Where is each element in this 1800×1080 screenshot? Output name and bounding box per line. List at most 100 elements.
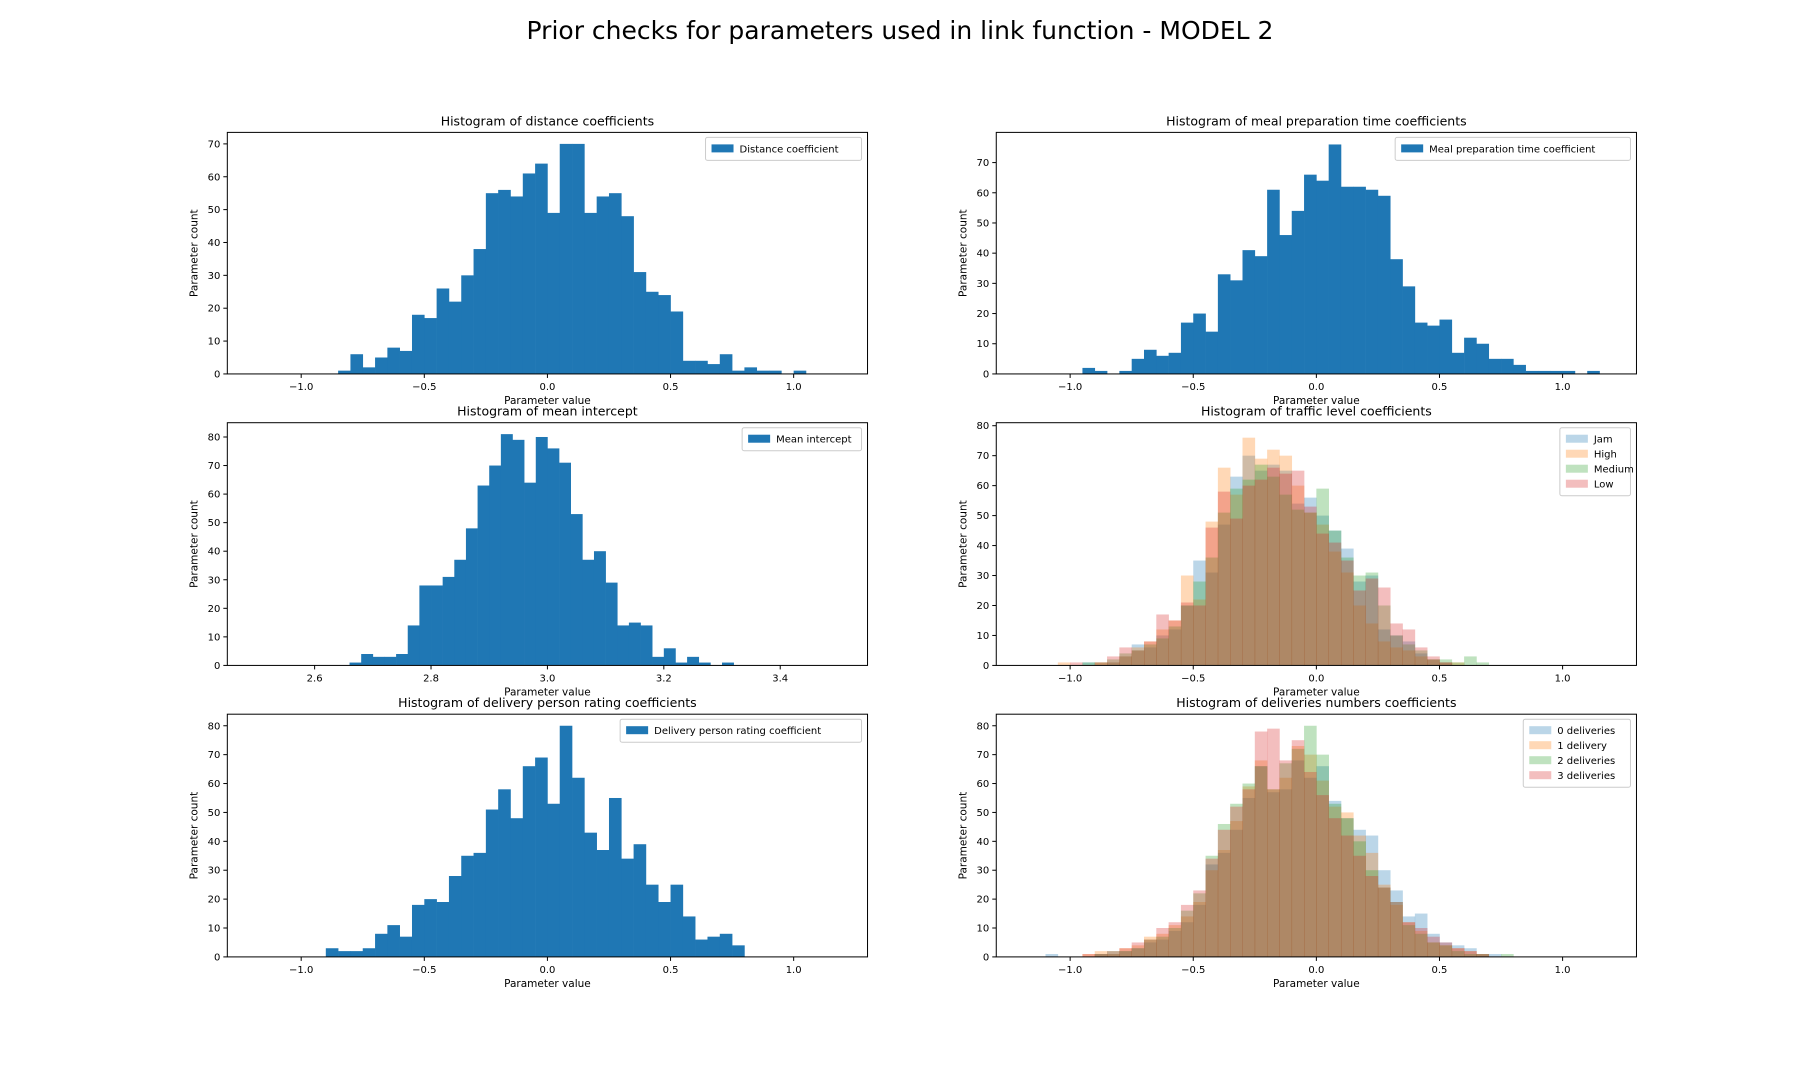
histogram-bar [1402, 650, 1416, 666]
histogram-bar [1476, 662, 1490, 666]
histogram-bar [1402, 286, 1416, 374]
figure-title: Prior checks for parameters used in link… [526, 16, 1274, 45]
y-tick-label: 80 [977, 721, 990, 732]
x-axis-label: Parameter value [1273, 978, 1360, 990]
histogram-bar [1156, 933, 1169, 957]
histogram-bar [1144, 641, 1157, 666]
histogram-bar [1537, 370, 1551, 374]
y-tick-label: 60 [977, 481, 990, 492]
x-tick-label: 3.2 [656, 673, 672, 684]
histogram-bar [652, 656, 665, 666]
x-tick-label: −1.0 [1058, 965, 1082, 976]
histogram-bar [1131, 948, 1145, 957]
histogram-bar [1353, 855, 1366, 957]
histogram-bar [436, 288, 450, 374]
subplot-3: 2.6 2.8 3.0 3.2 3.4 0 10 20 30 40 50 60 70 80 Histogra… [188, 404, 869, 698]
histogram-bar [362, 948, 376, 957]
histogram-bar [1451, 945, 1465, 957]
histogram-bar [1180, 575, 1194, 666]
histogram-bar [361, 654, 374, 666]
histogram-bar [1439, 319, 1453, 374]
y-tick-label: 70 [208, 750, 221, 761]
histogram-bar [473, 249, 487, 374]
histogram-bar [1353, 841, 1366, 957]
histogram-bar [1390, 259, 1403, 374]
histogram-bar [570, 514, 583, 666]
histogram-bar [1082, 662, 1096, 666]
histogram-bar [1168, 620, 1182, 666]
histogram-bar [1279, 763, 1293, 957]
histogram-bar [658, 902, 671, 957]
histogram-bar [1082, 367, 1096, 374]
histogram-bar [1304, 725, 1317, 957]
histogram-bar [1304, 512, 1317, 666]
histogram-bar [1144, 641, 1157, 666]
x-tick-label: 3.4 [772, 673, 788, 684]
histogram-bar [1328, 806, 1342, 957]
histogram-bar [584, 832, 597, 957]
histogram-bar [1119, 656, 1132, 666]
histogram-bar [1353, 186, 1366, 374]
histogram-bar [1365, 623, 1379, 666]
legend-label: 2 deliveries [1557, 756, 1615, 767]
histogram-bar [1131, 948, 1145, 957]
histogram-bar [1451, 352, 1465, 374]
y-tick-label: 10 [208, 924, 221, 935]
legend-swatch [1529, 771, 1552, 780]
histogram-bar [1291, 503, 1305, 666]
histogram-bar [1217, 829, 1231, 957]
y-tick-label: 50 [208, 808, 221, 819]
histogram-bar [663, 648, 676, 666]
series-1 [338, 143, 807, 374]
y-tick-label: 60 [977, 779, 990, 790]
histogram-bar [419, 585, 432, 666]
histogram-bar [1464, 951, 1477, 957]
x-tick-label: −1.0 [1058, 673, 1082, 684]
histogram-bar [510, 818, 524, 957]
histogram-bar [1279, 473, 1293, 666]
histogram-bar [1353, 835, 1366, 957]
legend: Mean intercept [741, 427, 863, 452]
histogram-bar [547, 212, 561, 374]
legend: Delivery person rating coefficient [619, 718, 863, 743]
histogram-bar [1254, 760, 1268, 957]
histogram-bar [621, 216, 634, 374]
histogram-bar [1451, 662, 1465, 666]
x-tick-label: 1.0 [1555, 673, 1571, 684]
histogram-bar [1279, 494, 1293, 666]
histogram-bar [1316, 488, 1329, 666]
histogram-bar [411, 904, 425, 957]
histogram-bar [719, 933, 733, 957]
x-axis-label: Parameter value [1273, 686, 1360, 698]
histogram-bar [1205, 855, 1219, 957]
x-tick-label: 0.5 [1432, 673, 1448, 684]
histogram-bar [1501, 954, 1514, 957]
histogram-bar [628, 622, 641, 666]
histogram-bar [338, 951, 351, 957]
histogram-bar [1304, 771, 1317, 957]
histogram-bar [1180, 904, 1194, 957]
histogram-bar [1365, 852, 1379, 957]
histogram-bar [1451, 662, 1465, 666]
histogram-bar [1242, 789, 1256, 957]
x-tick-label: 0.0 [539, 965, 555, 976]
x-tick-label: −0.5 [412, 965, 436, 976]
histogram-bar [1390, 635, 1403, 666]
histogram-bar [1291, 210, 1305, 374]
histogram-bar [510, 196, 524, 374]
histogram-bar [1107, 951, 1120, 957]
histogram-bar [1180, 605, 1194, 666]
series-4 [1070, 467, 1453, 666]
histogram-bar [1340, 186, 1354, 374]
histogram-bar [1439, 945, 1453, 957]
histogram-bar [1267, 467, 1280, 666]
histogram-bar [1390, 623, 1403, 666]
histogram-bar [1193, 902, 1206, 957]
y-tick-label: 70 [208, 139, 221, 150]
x-tick-label: 1.0 [1555, 382, 1571, 393]
histogram-bar [1488, 954, 1502, 957]
histogram-bar [1230, 518, 1243, 666]
legend-label: High [1594, 450, 1617, 461]
histogram-bar [1180, 910, 1194, 957]
histogram-bar [1119, 656, 1132, 666]
